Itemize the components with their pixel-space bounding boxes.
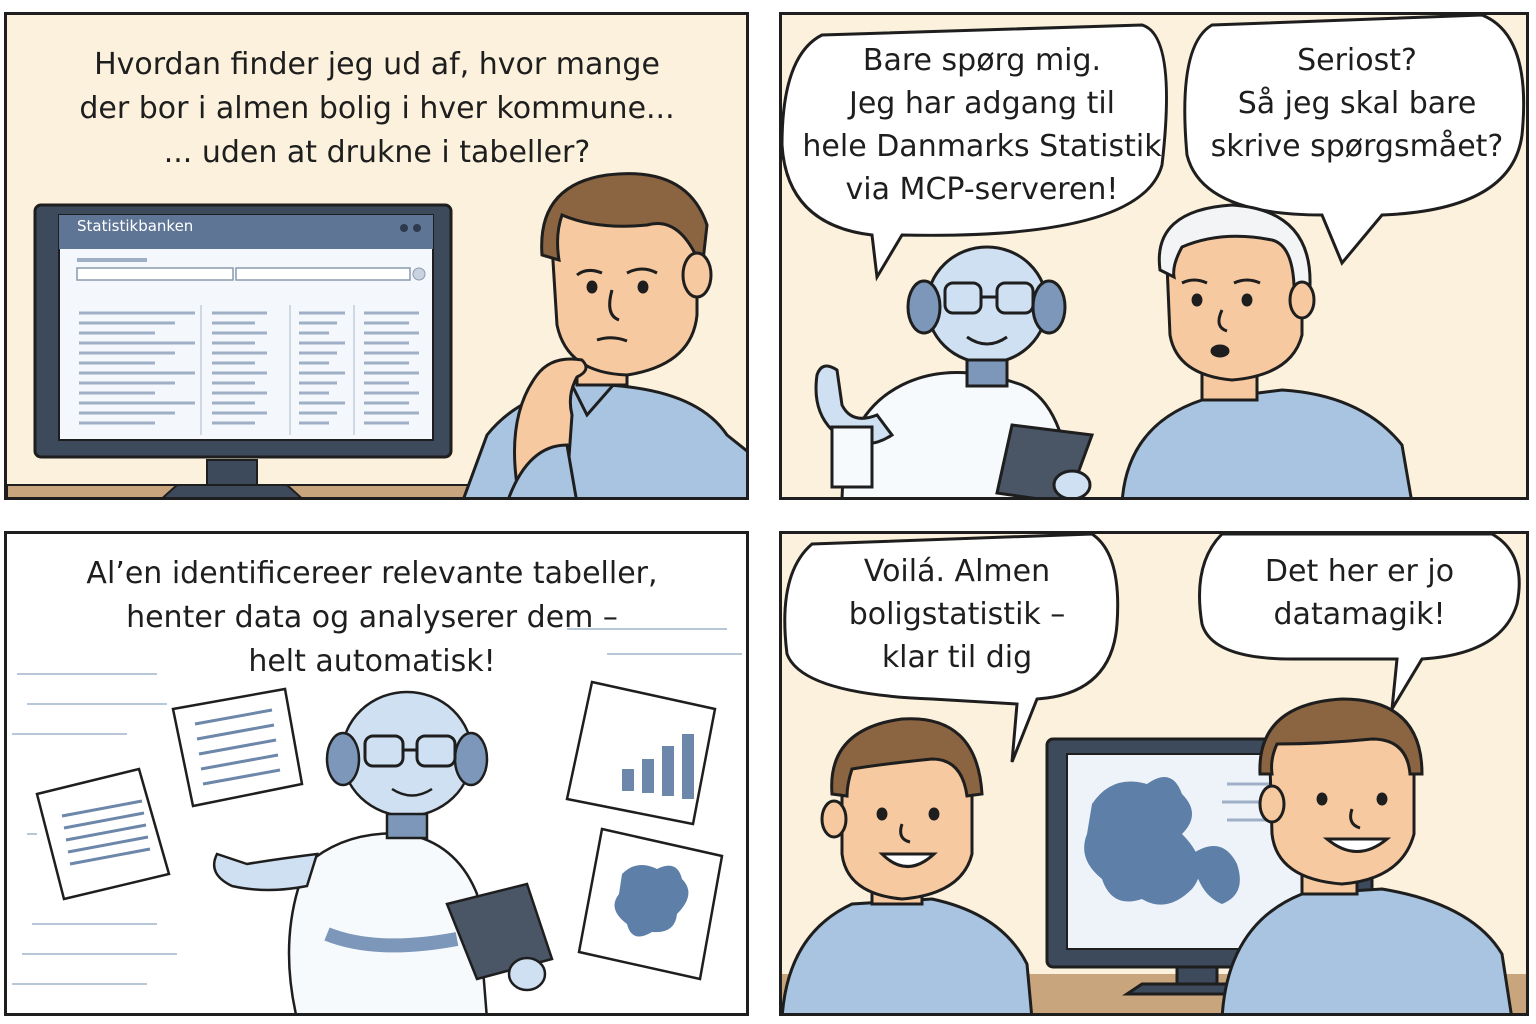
bubble-line: klar til dig: [881, 640, 1033, 675]
caption-line: Hvordan finder jeg ud af, hvor mange: [94, 47, 660, 82]
panel-3-caption: Al’en identificereer relevante tabeller,…: [27, 552, 717, 684]
bubble-line: via MCP-serveren!: [845, 172, 1119, 207]
bar: [642, 759, 654, 793]
speech-bubble-right: [1183, 15, 1526, 266]
robot: [814, 245, 1095, 497]
bubble-line: boligstatistik –: [848, 597, 1066, 632]
table-sheet: [171, 687, 304, 808]
bubble-line: Seriost?: [1297, 43, 1417, 78]
monitor: [33, 203, 453, 497]
bubble-line: Jeg har adgang til: [848, 86, 1116, 121]
speech-bubble-left: [782, 23, 1168, 282]
panel-4: Voilá. Almen boligstatistik – klar til d…: [779, 531, 1529, 1016]
bubble-line: Voilá. Almen: [863, 554, 1051, 589]
caption-line: henter data og analyserer dem –: [126, 600, 618, 635]
panel-4-art: [782, 534, 1526, 1013]
smiling-man: [782, 717, 1033, 1013]
caption-line: der bor i almen bolig i hver kommune...: [79, 91, 675, 126]
caption-line: Al’en identificereer relevante tabeller,: [86, 556, 658, 591]
speech-bubble-left: [783, 534, 1120, 763]
bar: [662, 746, 674, 796]
amazed-man: [1220, 697, 1513, 1013]
bubble-line: Det her er jo: [1264, 554, 1455, 589]
bar: [622, 769, 634, 791]
bubble-line: Bare spørg mig.: [862, 43, 1102, 78]
panel-1-caption: Hvordan finder jeg ud af, hvor mange der…: [27, 43, 727, 175]
panel-3-art: [12, 628, 742, 1013]
thinking-man: [462, 172, 746, 497]
table-sheet: [35, 767, 171, 901]
speech-bubble-right: [1198, 534, 1521, 710]
bar-chart-sheet: [565, 680, 717, 826]
bubble-line: datamagik!: [1273, 597, 1446, 632]
panel-2: Bare spørg mig. Jeg har adgang til hele …: [779, 12, 1529, 500]
panel-2-art: [782, 15, 1526, 497]
caption-line: ... uden at drukne i tabeller?: [163, 135, 591, 170]
panel-1: Hvordan finder jeg ud af, hvor mange der…: [4, 12, 749, 500]
panel-3: Al’en identificereer relevante tabeller,…: [4, 531, 749, 1016]
caption-line: helt automatisk!: [248, 644, 496, 679]
window-title: Statistikbanken: [77, 217, 194, 235]
bar: [682, 734, 694, 799]
bubble-left-text: Bare spørg mig. Jeg har adgang til hele …: [802, 39, 1162, 211]
bubble-line: Så jeg skal bare: [1237, 86, 1477, 121]
bubble-right-text: Det her er jo datamagik!: [1202, 550, 1517, 636]
bubble-left-text: Voilá. Almen boligstatistik – klar til d…: [797, 550, 1117, 679]
map-sheet: [577, 827, 724, 981]
bubble-line: skrive spørgsmået?: [1210, 129, 1504, 164]
robot: [212, 690, 554, 1013]
bubble-right-text: Seriost? Så jeg skal bare skrive spørgsm…: [1192, 39, 1522, 168]
bubble-line: hele Danmarks Statistik: [802, 129, 1162, 164]
older-man: [1121, 203, 1413, 497]
panel-1-art: [7, 172, 746, 497]
